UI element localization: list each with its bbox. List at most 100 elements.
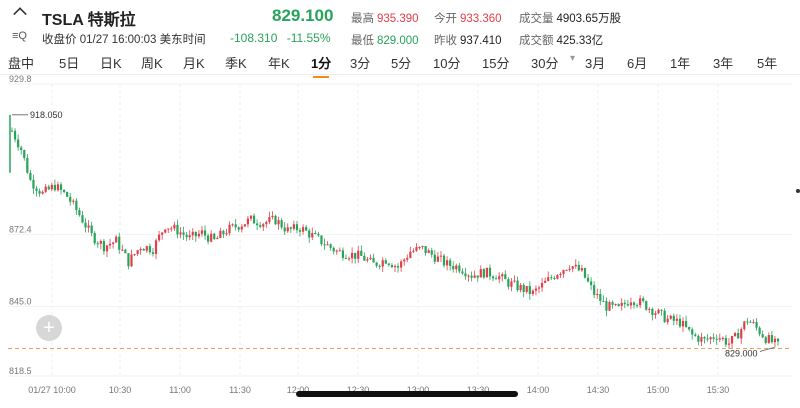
candle-body	[243, 224, 246, 227]
candle-body	[62, 189, 66, 193]
candle-body	[583, 268, 587, 278]
candle-body	[200, 230, 204, 234]
tab-week-k[interactable]: 周K	[141, 56, 163, 71]
tab-30min[interactable]: 30分	[531, 56, 559, 71]
candle-body	[495, 278, 498, 280]
candle-body	[280, 220, 283, 228]
candle-body	[112, 242, 115, 244]
tab-year-k[interactable]: 年K	[268, 56, 290, 71]
tab-day-k[interactable]: 日K	[100, 56, 122, 71]
candle-body	[531, 290, 534, 294]
candle-body	[69, 196, 72, 202]
candle-body	[550, 277, 553, 279]
candle-body	[442, 255, 446, 266]
candlestick-chart[interactable]: 918.050 829.000 929.8 872.4 845.0 818.5 01/27 …	[0, 74, 800, 403]
candle-body	[351, 252, 354, 259]
candle-body	[476, 275, 479, 278]
tab-3y[interactable]: 3年	[713, 56, 734, 71]
candle-body	[164, 229, 167, 233]
candle-body	[265, 221, 268, 225]
add-indicator-button[interactable]: +	[36, 315, 62, 341]
candle-body	[66, 192, 69, 197]
candle-body	[632, 302, 636, 306]
candle-body	[626, 304, 629, 306]
candle-body	[10, 130, 14, 132]
candle-body	[115, 236, 118, 243]
candle-body	[357, 250, 360, 259]
list-menu-icon[interactable]: ≡Q	[12, 30, 27, 42]
tab-10min[interactable]: 10分	[433, 56, 461, 71]
x-tick-label: 15:30	[707, 385, 730, 395]
candle-body	[225, 233, 228, 235]
candle-body	[519, 284, 522, 291]
candle-body	[694, 334, 697, 336]
x-tick-label: 10:30	[109, 385, 132, 395]
candle-body	[660, 309, 663, 311]
tab-month-k[interactable]: 月K	[183, 56, 205, 71]
candle-body	[23, 149, 26, 158]
candle-body	[727, 343, 731, 345]
candle-body	[335, 250, 338, 252]
tab-5d[interactable]: 5日	[59, 56, 80, 71]
x-tick-label: 14:00	[527, 385, 550, 395]
candle-body	[681, 320, 685, 327]
candle-body	[596, 293, 599, 295]
candle-body	[347, 258, 351, 260]
candle-body	[513, 280, 516, 282]
candle-body	[372, 257, 375, 263]
candle-body	[645, 301, 648, 310]
candle-body	[108, 243, 112, 246]
candle-body	[283, 227, 286, 232]
candle-body	[142, 248, 145, 251]
candle-body	[332, 247, 335, 252]
tab-1min[interactable]: 1分	[311, 53, 331, 78]
candle-body	[320, 235, 323, 245]
candle-body	[700, 337, 703, 342]
tab-5min[interactable]: 5分	[391, 56, 412, 71]
candle-body	[654, 313, 657, 315]
back-arrow-icon[interactable]	[13, 7, 27, 21]
candle-body	[289, 227, 292, 229]
candle-body	[678, 318, 682, 327]
price-chart[interactable]: 918.050 829.000 929.8 872.4 845.0 818.5 01/27 …	[0, 74, 800, 403]
tab-1y[interactable]: 1年	[670, 56, 691, 71]
candle-body	[559, 273, 562, 276]
y-tick-label: 845.0	[9, 296, 32, 306]
candle-body	[580, 268, 584, 271]
candle-body	[571, 266, 574, 269]
candle-body	[663, 310, 666, 323]
side-handle[interactable]	[796, 189, 800, 193]
candle-body	[614, 304, 617, 306]
price-change: -108.310 -11.55%	[230, 31, 331, 45]
dropdown-caret-icon[interactable]: ▾	[570, 53, 576, 64]
tab-intraday[interactable]: 盘中	[8, 56, 35, 71]
tab-5y[interactable]: 5年	[757, 56, 778, 71]
x-tick-label: 12:30	[347, 385, 370, 395]
candle-body	[29, 172, 32, 180]
candle-body	[13, 130, 17, 140]
x-tick-label: 13:00	[407, 385, 430, 395]
tab-3m[interactable]: 3月	[585, 56, 606, 71]
candle-body	[182, 232, 185, 235]
candle-body	[586, 277, 590, 282]
tab-6m[interactable]: 6月	[627, 56, 648, 71]
candle-body	[292, 224, 295, 229]
candle-body	[709, 337, 712, 340]
candle-body	[473, 275, 476, 278]
stat-value: 933.360	[460, 13, 502, 25]
candle-body	[121, 249, 124, 251]
candle-body	[724, 337, 728, 345]
candle-body	[354, 252, 357, 259]
tab-quarter-k[interactable]: 季K	[225, 56, 247, 71]
x-tick-label: 12:00	[287, 385, 310, 395]
candle-body	[776, 338, 780, 342]
candle-body	[721, 337, 724, 339]
home-indicator[interactable]	[296, 391, 518, 397]
tab-15min[interactable]: 15分	[482, 56, 510, 71]
candle-body	[418, 247, 421, 249]
candle-body	[381, 260, 384, 267]
candle-body	[369, 257, 372, 260]
candle-body	[648, 308, 651, 310]
candle-body	[688, 326, 691, 330]
tab-3min[interactable]: 3分	[350, 56, 371, 71]
